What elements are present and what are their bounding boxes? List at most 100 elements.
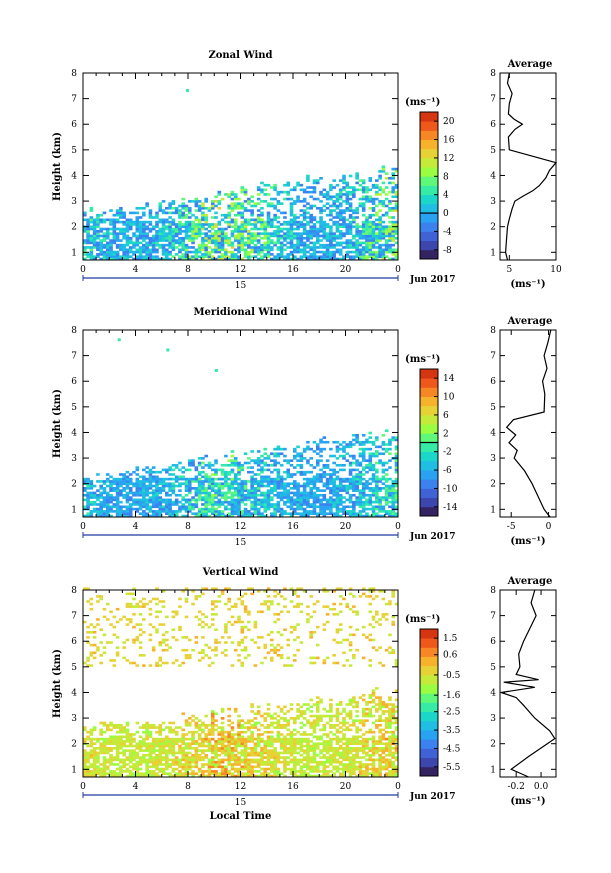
heatmap-cell xyxy=(355,512,359,515)
x-tick-label: 20 xyxy=(340,522,352,532)
heatmap-cell xyxy=(89,225,94,229)
heatmap-cell xyxy=(342,489,346,492)
heatmap-cell xyxy=(115,496,120,499)
heatmap-cell xyxy=(204,496,208,499)
heatmap-cell xyxy=(148,747,153,750)
heatmap-cell xyxy=(109,514,113,518)
heatmap-cell xyxy=(289,202,294,205)
heatmap-cell xyxy=(188,756,192,759)
heatmap-cell xyxy=(83,753,87,757)
heatmap-cell xyxy=(352,510,356,513)
heatmap-cell xyxy=(375,234,379,238)
heatmap-cell xyxy=(181,765,186,769)
heatmap-cell xyxy=(243,636,248,639)
heatmap-cell xyxy=(247,747,251,750)
heatmap-cell xyxy=(240,630,245,634)
heatmap-cell xyxy=(155,255,159,258)
heatmap-cell xyxy=(335,507,340,511)
heatmap-cell xyxy=(322,489,327,492)
heatmap-cell xyxy=(342,200,346,203)
heatmap-cell xyxy=(230,740,235,743)
heatmap-cell xyxy=(102,758,107,762)
heatmap-cell xyxy=(217,248,222,252)
heatmap-cell xyxy=(302,236,307,240)
heatmap-cell xyxy=(188,482,192,486)
heatmap-cell xyxy=(145,253,149,256)
heatmap-cell xyxy=(83,772,87,775)
heatmap-cell xyxy=(214,774,218,778)
heatmap-cell xyxy=(125,227,130,231)
colorbar-segment xyxy=(420,222,438,232)
heatmap-cell xyxy=(270,512,274,515)
heatmap-cell xyxy=(348,193,353,196)
heatmap-cell xyxy=(375,461,379,465)
heatmap-cell xyxy=(227,220,231,224)
heatmap-cell xyxy=(319,218,323,222)
heatmap-cell xyxy=(204,223,208,226)
heatmap-cell xyxy=(273,452,277,456)
heatmap-cell xyxy=(299,250,304,254)
heatmap-cell xyxy=(286,230,291,233)
heatmap-cell xyxy=(201,648,205,652)
heatmap-cell xyxy=(171,463,176,467)
heatmap-cell xyxy=(276,220,281,224)
heatmap-cell xyxy=(365,503,369,506)
heatmap-cell xyxy=(128,473,133,476)
heatmap-cell xyxy=(247,735,251,739)
heatmap-cell xyxy=(92,255,97,258)
heatmap-cell xyxy=(355,487,359,490)
heatmap-cell xyxy=(299,452,304,456)
heatmap-cell xyxy=(230,257,235,261)
heatmap-cell xyxy=(125,487,130,490)
heatmap-cell xyxy=(220,473,225,476)
heatmap-cell xyxy=(256,457,261,460)
heatmap-cell xyxy=(391,243,396,247)
heatmap-cell xyxy=(105,498,110,502)
heatmap-cell xyxy=(138,257,143,261)
heatmap-cell xyxy=(358,197,363,201)
heatmap-cell xyxy=(375,225,379,229)
heatmap-cell xyxy=(384,204,389,208)
heatmap-cell xyxy=(83,728,87,732)
heatmap-cell xyxy=(230,756,235,759)
heatmap-cell xyxy=(391,167,396,171)
heatmap-cell xyxy=(89,248,94,252)
heatmap-cell xyxy=(273,484,277,488)
heatmap-cell xyxy=(96,243,100,247)
heatmap-cell xyxy=(207,482,212,486)
heatmap-cell xyxy=(92,728,97,732)
heatmap-cell xyxy=(214,770,218,773)
heatmap-cell xyxy=(325,225,330,229)
heatmap-cell xyxy=(250,760,254,764)
heatmap-cell xyxy=(220,707,225,711)
heatmap-cell xyxy=(171,740,176,743)
heatmap-cell xyxy=(358,241,363,245)
heatmap-cell xyxy=(135,484,140,488)
heatmap-cell xyxy=(230,480,235,483)
heatmap-cell xyxy=(191,480,195,483)
heatmap-cell xyxy=(165,484,169,488)
heatmap-cell xyxy=(293,255,297,258)
heatmap-cell xyxy=(250,246,254,249)
heatmap-cell xyxy=(384,243,389,247)
heatmap-cell xyxy=(342,234,346,238)
heatmap-cell xyxy=(92,772,97,775)
heatmap-cell xyxy=(174,763,179,766)
heatmap-cell xyxy=(348,257,353,261)
heatmap-cell xyxy=(342,477,346,481)
heatmap-cell xyxy=(361,190,366,194)
heatmap-cell xyxy=(142,749,146,752)
colorbar-segment xyxy=(420,203,438,214)
heatmap-cell xyxy=(394,496,399,499)
heatmap-cell xyxy=(309,186,313,189)
heatmap-cell xyxy=(96,248,100,252)
heatmap-cell xyxy=(109,505,113,509)
heatmap-cell xyxy=(289,257,294,261)
heatmap-cell xyxy=(345,230,350,233)
heatmap-cell xyxy=(361,206,366,210)
heatmap-cell xyxy=(309,512,313,515)
heatmap-cell xyxy=(119,735,123,739)
heatmap-cell xyxy=(276,473,281,476)
heatmap-cell xyxy=(135,473,140,476)
heatmap-cell xyxy=(184,209,189,212)
